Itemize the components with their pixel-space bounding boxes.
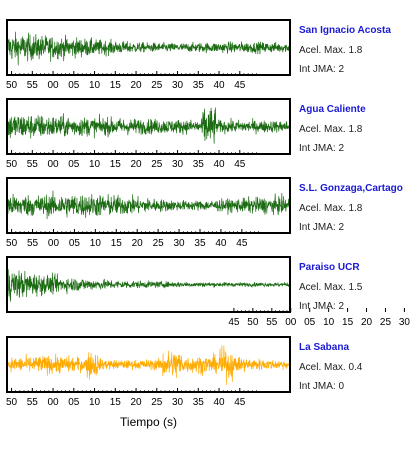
x-tick-label: 00 <box>47 159 59 170</box>
waveform-series <box>7 107 290 144</box>
x-tick-label: 15 <box>342 317 354 328</box>
x-tick-label: 25 <box>151 159 163 170</box>
x-tick-label: 10 <box>323 317 335 328</box>
x-tick-label: 20 <box>130 80 142 91</box>
x-tick-label: 25 <box>153 238 165 249</box>
plot-frame <box>6 177 291 234</box>
x-tick-label: 50 <box>6 238 18 249</box>
x-tick-label: 00 <box>47 397 59 408</box>
x-tick-label: 40 <box>213 159 225 170</box>
x-tick-label: 50 <box>6 397 18 408</box>
x-tick-label: 05 <box>68 397 80 408</box>
x-tick-label: 10 <box>89 397 101 408</box>
x-tick-label: 05 <box>68 80 80 91</box>
x-tick-label: 35 <box>193 159 205 170</box>
max-acceleration-text: Acel. Max. 1.8 <box>299 45 363 56</box>
x-tick-label: 15 <box>110 397 122 408</box>
x-tick-label: 40 <box>213 397 225 408</box>
x-tick-label: 40 <box>213 80 225 91</box>
x-tick-label: 05 <box>304 317 316 328</box>
panel-4: 455055000510152025303540Paraiso UCRAcel.… <box>6 256 410 328</box>
x-tick-label: 15 <box>111 238 123 249</box>
station-name: S.L. Gonzaga,Cartago <box>299 183 403 194</box>
x-tick-label: 40 <box>215 238 227 249</box>
jma-intensity-text: Int JMA: 2 <box>299 301 344 312</box>
station-name: La Sabana <box>299 342 349 353</box>
x-tick-label: 00 <box>47 80 59 91</box>
x-tick-label: 35 <box>193 397 205 408</box>
x-tick-label: 25 <box>151 397 163 408</box>
max-acceleration-text: Acel. Max. 0.4 <box>299 362 363 373</box>
x-tick-label: 15 <box>110 80 122 91</box>
jma-intensity-text: Int JMA: 0 <box>299 381 344 392</box>
x-tick-label: 55 <box>27 397 39 408</box>
x-tick-label: 20 <box>130 397 142 408</box>
max-acceleration-text: Acel. Max. 1.8 <box>299 124 363 135</box>
x-tick-label: 45 <box>228 317 240 328</box>
x-tick-label: 35 <box>193 80 205 91</box>
x-tick-label: 30 <box>173 238 185 249</box>
x-tick-label: 05 <box>69 238 81 249</box>
waveform-series <box>7 345 290 386</box>
panel-5: 50 55 00 05 10 15 20 25 30 35 40 45 La Sabana Acel. M… <box>6 336 363 429</box>
x-tick-label: 35 <box>194 238 206 249</box>
plot-frame <box>6 256 291 313</box>
jma-intensity-text: Int JMA: 2 <box>299 64 344 75</box>
x-tick-label: 50 <box>247 317 259 328</box>
x-tick-label: 20 <box>130 159 142 170</box>
x-tick-label: 15 <box>110 159 122 170</box>
x-tick-label: 55 <box>27 238 39 249</box>
waveform-series <box>7 190 290 220</box>
x-tick-label: 45 <box>234 159 246 170</box>
station-name: Agua Caliente <box>299 104 366 115</box>
x-tick-label: 30 <box>172 80 184 91</box>
x-tick-label: 55 <box>27 80 39 91</box>
x-tick-label: 45 <box>234 80 246 91</box>
max-acceleration-text: Acel. Max. 1.8 <box>299 203 363 214</box>
x-tick-label: 45 <box>234 397 246 408</box>
waveform-series <box>7 269 290 302</box>
x-tick-label: 20 <box>132 238 144 249</box>
panel-3: 50 55 00 05 10 15 20 25 30 35 40 45 S.L. Gonzaga,Car… <box>6 177 403 249</box>
station-name: Paraiso UCR <box>299 262 360 273</box>
x-axis-title: Tiempo (s) <box>120 415 177 429</box>
jma-intensity-text: Int JMA: 2 <box>299 143 344 154</box>
x-tick-label: 20 <box>361 317 373 328</box>
x-tick-label: 10 <box>89 159 101 170</box>
x-tick-label: 30 <box>172 159 184 170</box>
x-tick-label: 50 <box>6 159 18 170</box>
x-tick-label: 00 <box>48 238 60 249</box>
x-tick-label: 50 <box>6 80 18 91</box>
x-tick-label: 05 <box>68 159 80 170</box>
x-tick-label: 45 <box>236 238 248 249</box>
x-tick-label: 30 <box>399 317 410 328</box>
waveform-series <box>7 31 290 66</box>
station-name: San Ignacio Acosta <box>299 25 391 36</box>
jma-intensity-text: Int JMA: 2 <box>299 222 344 233</box>
panel-1: 50 55 00 05 10 15 20 25 30 35 40 45 San Ignacio Acos… <box>6 19 391 91</box>
panel-2: 50 55 00 05 10 15 20 25 30 35 40 45 Agua Caliente Ace… <box>6 98 366 170</box>
max-acceleration-text: Acel. Max. 1.5 <box>299 282 363 293</box>
x-tick-label: 10 <box>89 80 101 91</box>
x-tick-label: 25 <box>380 317 392 328</box>
x-tick-label: 10 <box>90 238 102 249</box>
x-tick-label: 30 <box>172 397 184 408</box>
x-tick-label: 55 <box>27 159 39 170</box>
x-tick-label: 55 <box>266 317 278 328</box>
x-tick-label: 00 <box>285 317 297 328</box>
x-tick-label: 25 <box>151 80 163 91</box>
